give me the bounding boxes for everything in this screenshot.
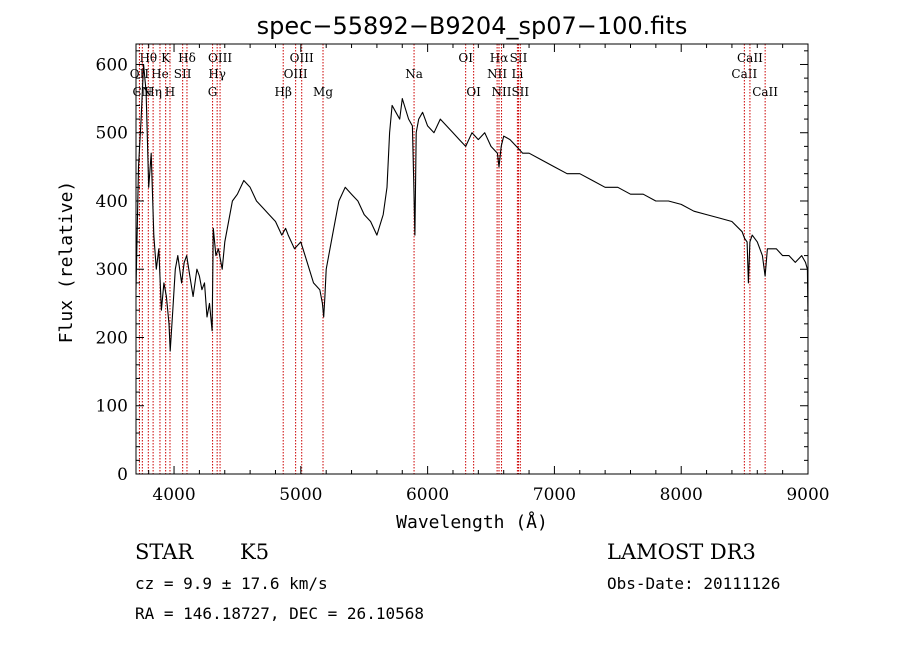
marker-label: OII (130, 67, 150, 81)
y-tick-label: 300 (96, 260, 128, 280)
object-subclass: K5 (240, 540, 270, 564)
marker-label: CaII (737, 51, 763, 65)
y-axis-label: Flux (relative) (56, 181, 77, 344)
marker-label: OIII (284, 67, 308, 81)
x-tick-label: 4000 (152, 485, 195, 505)
series-layer (135, 63, 809, 352)
marker-label: SII (511, 85, 529, 99)
survey-name: LAMOST DR3 (607, 540, 756, 564)
marker-label: H (165, 85, 175, 99)
x-tick-label: 6000 (406, 485, 449, 505)
redshift-velocity: cz = 9.9 ± 17.6 km/s (135, 574, 328, 593)
marker-label: SII (174, 67, 192, 81)
marker-label: Li (511, 67, 523, 81)
marker-label: Hβ (275, 85, 292, 99)
marker-label: CaII (731, 67, 757, 81)
marker-label: Mg (313, 85, 333, 99)
marker-label: He (151, 67, 169, 81)
x-tick-label: 9000 (786, 485, 829, 505)
marker-label: OI (458, 51, 473, 65)
marker-label: OI (466, 85, 481, 99)
coordinates: RA = 146.18727, DEC = 26.10568 (135, 604, 424, 623)
chart-title: spec−55892−B9204_sp07−100.fits (257, 12, 688, 40)
marker-label: OIII (290, 51, 314, 65)
marker-label: Hγ (208, 67, 226, 81)
observation-date: Obs-Date: 20111126 (607, 574, 781, 593)
marker-label: Hα (490, 51, 509, 65)
y-tick-label: 100 (96, 397, 128, 417)
x-tick-label: 5000 (279, 485, 322, 505)
marker-label: K (161, 51, 171, 65)
y-tick-label: 400 (96, 192, 128, 212)
marker-label: NII (492, 85, 512, 99)
x-tick-label: 8000 (660, 485, 703, 505)
y-tick-label: 0 (117, 465, 128, 485)
y-tick-label: 600 (96, 55, 128, 75)
y-tick-label: 500 (96, 124, 128, 144)
marker-label: G (208, 85, 218, 99)
x-tick-label: 7000 (533, 485, 576, 505)
x-axis-label: Wavelength (Å) (396, 511, 548, 533)
marker-label: OIII (208, 51, 232, 65)
axis-ticks: 4000 5000 6000 7000 8000 9000 0 100 200 300 400 500… (96, 44, 830, 505)
marker-label: Hη (144, 85, 162, 99)
marker-label: NII (487, 67, 507, 81)
marker-label: SII (510, 51, 528, 65)
marker-label: Hδ (178, 51, 196, 65)
marker-label: CaII (752, 85, 778, 99)
marker-label: Na (405, 67, 423, 81)
object-class: STAR (135, 540, 194, 564)
plot-frame (135, 43, 809, 475)
y-tick-label: 200 (96, 328, 128, 348)
spectrum-line (135, 63, 809, 352)
